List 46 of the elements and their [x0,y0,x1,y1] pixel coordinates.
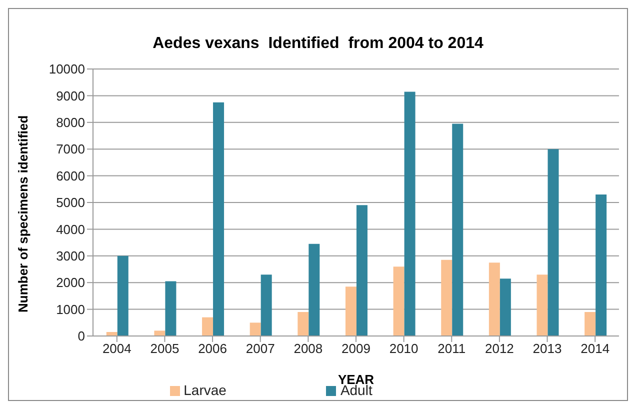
x-tick-label: 2004 [102,341,132,356]
x-tick-label: 2009 [342,341,370,356]
bar [202,317,214,336]
chart-title: Aedes vexans Identified from 2004 to 2014 [152,35,484,53]
bar [154,330,166,336]
x-tick-label: 2012 [484,341,514,356]
bar [165,281,176,336]
bar [345,286,356,336]
x-tick-label: 2005 [150,341,180,356]
bar [356,205,368,336]
y-tick-label: 3000 [56,248,85,264]
y-tick-label: 8000 [56,115,85,130]
bar [308,244,320,336]
y-tick-label: 1000 [56,302,85,317]
y-tick-label: 4000 [56,222,85,237]
bar [393,266,404,336]
bar [548,149,559,336]
y-tick-label: 5000 [56,195,85,210]
x-tick-label: 2008 [294,341,323,356]
bar [404,92,416,336]
x-tick-label: 2006 [198,341,228,356]
bar [584,312,596,336]
bar [298,312,309,336]
y-tick-label: 9000 [56,88,85,104]
y-tick-label: 10000 [48,62,85,77]
y-tick-label: 6000 [56,168,85,184]
bar [213,102,224,336]
bar [250,322,261,336]
legend-label: Larvae [184,382,226,398]
y-tick-label: 7000 [56,142,85,157]
y-tick-label: 0 [78,328,85,344]
bar [117,256,128,336]
x-tick-label: 2010 [389,341,418,356]
bar [441,260,452,336]
bar [260,274,272,336]
x-tick-label: 2013 [532,341,562,356]
x-tick-label: 2007 [246,341,275,356]
x-tick-label: 2011 [438,341,466,356]
y-axis-title: Number of specimens identified [16,115,31,312]
bar [500,278,511,336]
bar [536,274,548,336]
bar [452,124,464,336]
y-tick-label: 2000 [56,275,85,290]
bar [596,194,607,336]
x-tick-label: 2014 [580,341,610,356]
bar [488,262,500,336]
